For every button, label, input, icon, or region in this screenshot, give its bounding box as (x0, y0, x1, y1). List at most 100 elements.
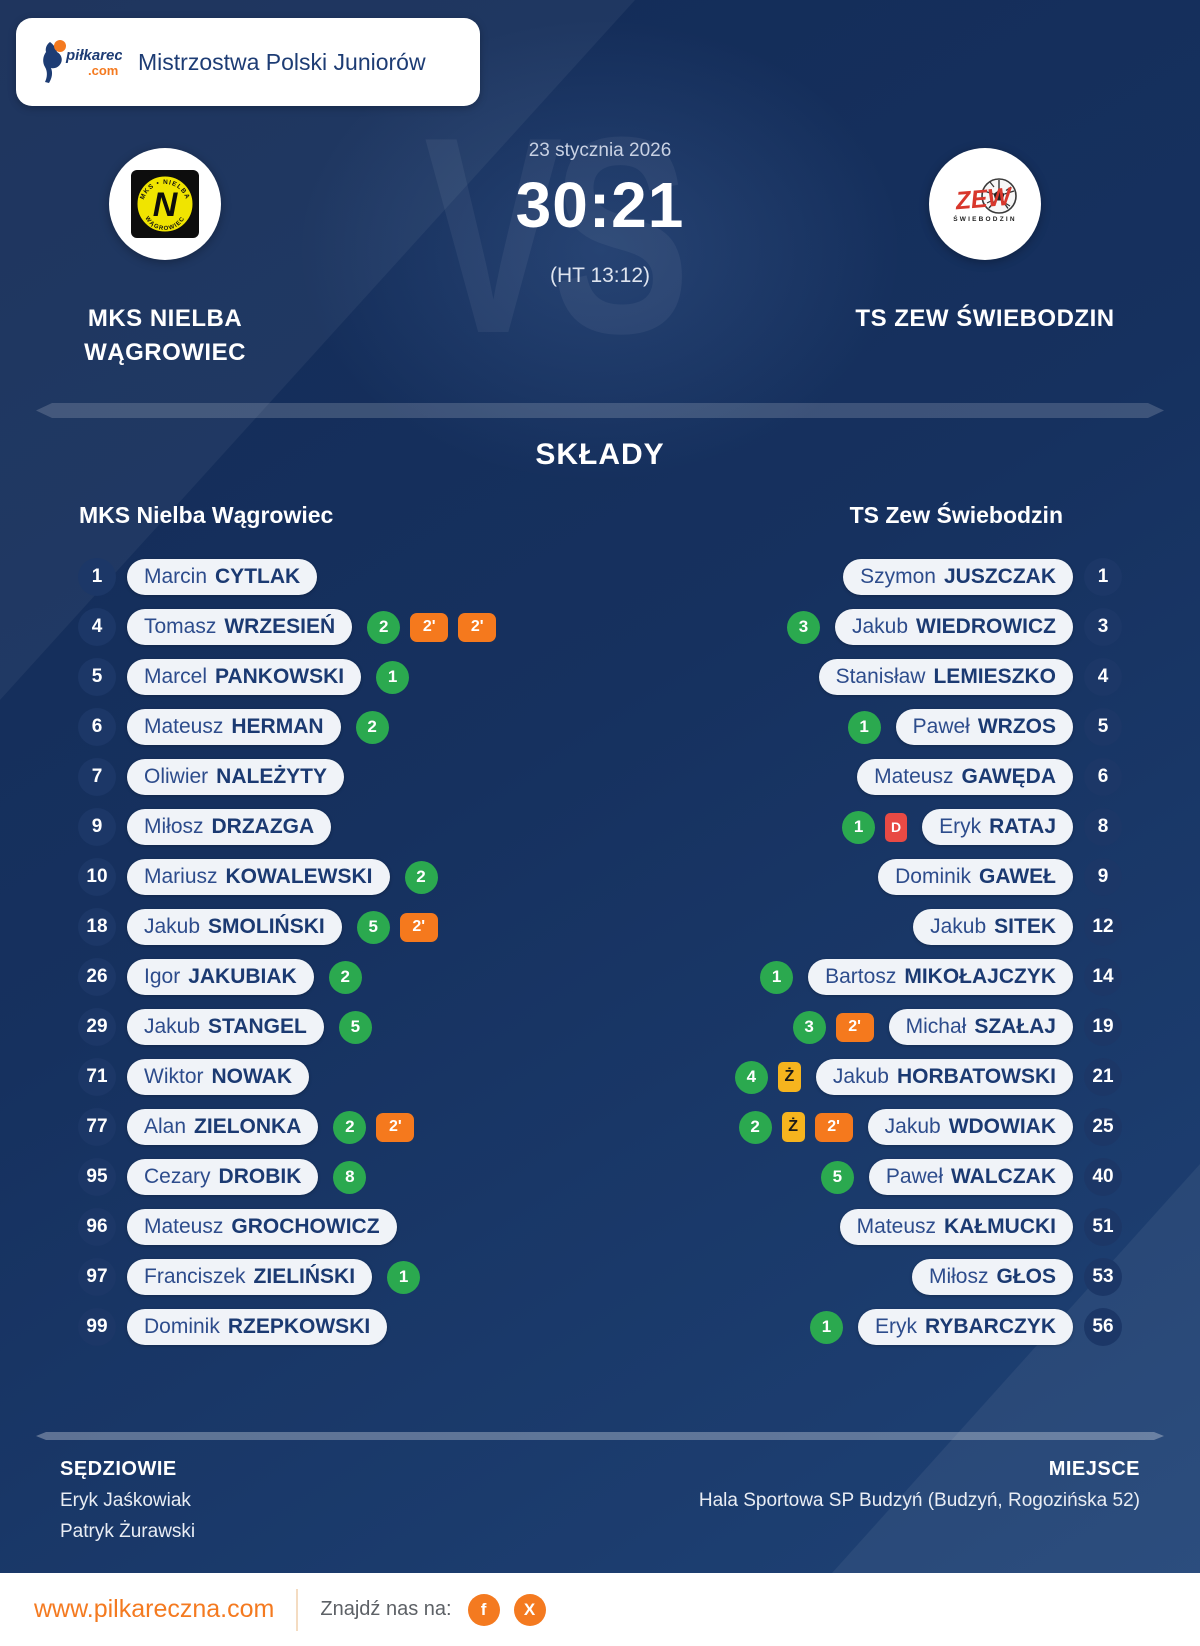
goals-badge: 5 (820, 1160, 854, 1194)
player-number: 96 (78, 1208, 116, 1246)
player-number: 4 (78, 608, 116, 646)
competition-card: piłkareczna .com Mistrzostwa Polski Juni… (16, 18, 480, 106)
player-last-name: PANKOWSKI (215, 665, 345, 688)
player-first-name: Paweł (885, 1165, 944, 1188)
match-date: 23 stycznia 2026 (528, 140, 672, 161)
away-crest-wordmark: ZEW (953, 182, 1014, 215)
player-last-name: WDOWIAK (948, 1115, 1056, 1138)
player-first-name: Franciszek (144, 1265, 246, 1288)
player-row: 96 Mateusz GROCHOWICZ (0, 1202, 600, 1252)
player-first-name: Igor (144, 965, 181, 988)
home-team-name: MKS NIELBA WĄGROWIEC (84, 302, 246, 370)
goals-badge: 8 (333, 1160, 367, 1194)
player-row: 14 Bartosz MIKOŁAJCZYK 1 (600, 952, 1200, 1002)
final-score: 30:21 (515, 169, 685, 241)
player-first-name: Mateusz (144, 715, 224, 738)
logo-wordmark: piłkareczna (65, 47, 122, 64)
player-name-pill: Stanisław LEMIESZKO (818, 659, 1073, 695)
player-first-name: Eryk (939, 815, 982, 838)
player-name-pill: Dominik GAWEŁ (878, 859, 1073, 895)
player-row: 71 Wiktor NOWAK (0, 1052, 600, 1102)
player-name-pill: Franciszek ZIELIŃSKI (127, 1259, 373, 1295)
player-first-name: Tomasz (144, 615, 217, 638)
player-name-pill: Jakub STANGEL (127, 1009, 324, 1045)
player-last-name: SZAŁAJ (974, 1015, 1056, 1038)
x-twitter-icon[interactable]: X (513, 1593, 546, 1626)
player-last-name: DRZAZGA (211, 815, 315, 838)
bottom-divider (36, 1432, 1164, 1440)
goals-badge: 4 (734, 1060, 768, 1094)
find-us-label: Znajdź nas na: (320, 1598, 452, 1620)
player-row: 53 Miłosz GŁOS (600, 1252, 1200, 1302)
player-name-pill: Wiktor NOWAK (127, 1059, 309, 1095)
referees-label: SĘDZIOWIE (60, 1458, 177, 1480)
player-first-name: Oliwier (144, 765, 209, 788)
player-badges: 2 (355, 710, 389, 744)
player-name-pill: Eryk RYBARCZYK (857, 1309, 1073, 1345)
away-team-crest-icon: ZEW ŚWIEBODZIN (953, 178, 1017, 223)
venue-label: MIEJSCE (1048, 1458, 1140, 1480)
officials-section: SĘDZIOWIE Eryk Jaśkowiak Patryk Żurawski… (60, 1458, 1140, 1543)
player-name-pill: Bartosz MIKOŁAJCZYK (808, 959, 1073, 995)
player-number: 7 (78, 758, 116, 796)
facebook-icon[interactable]: f (467, 1593, 500, 1626)
player-row: 26 Igor JAKUBIAK 2 (0, 952, 600, 1002)
player-row: 25 Jakub WDOWIAK 2 Ż 2' (600, 1102, 1200, 1152)
player-last-name: GROCHOWICZ (231, 1215, 380, 1238)
website-link[interactable]: www.pilkareczna.com (34, 1595, 275, 1623)
player-name-pill: Michał SZAŁAJ (888, 1009, 1073, 1045)
player-row: 56 Eryk RYBARCZYK 1 (600, 1302, 1200, 1352)
player-number: 12 (1084, 908, 1122, 946)
goals-badge: 1 (809, 1310, 843, 1344)
player-row: 6 Mateusz GAWĘDA (600, 752, 1200, 802)
player-first-name: Marcin (144, 565, 208, 588)
home-team-logo: MKS • NIELBA WĄGROWIEC N (109, 148, 221, 260)
player-number: 40 (1084, 1158, 1122, 1196)
player-badges: 2 Ż 2' (738, 1110, 853, 1144)
player-first-name: Dominik (895, 865, 971, 888)
yellow-card-badge: Ż (781, 1112, 805, 1142)
player-number: 1 (1084, 558, 1122, 596)
player-number: 56 (1084, 1308, 1122, 1346)
goals-badge: 5 (338, 1010, 372, 1044)
player-number: 4 (1084, 658, 1122, 696)
footer-bar: www.pilkareczna.com Znajdź nas na: f X (0, 1573, 1200, 1646)
player-first-name: Jakub (832, 1065, 889, 1088)
player-number: 3 (1084, 608, 1122, 646)
player-last-name: CYTLAK (215, 565, 301, 588)
goals-badge: 2 (738, 1110, 772, 1144)
goals-badge: 1 (847, 710, 881, 744)
player-badges: 2 (404, 860, 438, 894)
player-name-pill: Paweł WRZOS (895, 709, 1073, 745)
two-minute-suspension-badge: 2' (410, 612, 449, 642)
player-row: 4 Tomasz WRZESIEŃ 2 2' 2' (0, 602, 600, 652)
player-name-pill: Jakub SITEK (913, 909, 1073, 945)
home-team-crest-icon: MKS • NIELBA WĄGROWIEC N (131, 170, 199, 238)
player-row: 40 Paweł WALCZAK 5 (600, 1152, 1200, 1202)
player-row: 51 Mateusz KAŁMUCKI (600, 1202, 1200, 1252)
player-name-pill: Alan ZIELONKA (127, 1109, 319, 1145)
player-number: 9 (1084, 858, 1122, 896)
player-last-name: WRZESIEŃ (224, 615, 336, 638)
player-name-pill: Mateusz GROCHOWICZ (127, 1209, 397, 1245)
player-name-pill: Marcin CYTLAK (127, 559, 318, 595)
goals-badge: 2 (355, 710, 389, 744)
player-number: 97 (78, 1258, 116, 1296)
player-last-name: SITEK (994, 915, 1056, 938)
player-badges: 1 (387, 1260, 421, 1294)
away-team-logo: ZEW ŚWIEBODZIN (929, 148, 1041, 260)
player-row: 5 Marcel PANKOWSKI 1 (0, 652, 600, 702)
player-name-pill: Paweł WALCZAK (868, 1159, 1073, 1195)
player-last-name: WIEDROWICZ (916, 615, 1056, 638)
player-number: 5 (1084, 708, 1122, 746)
player-last-name: KAŁMUCKI (944, 1215, 1056, 1238)
player-name-pill: Mateusz GAWĘDA (857, 759, 1073, 795)
goals-badge: 2 (333, 1110, 367, 1144)
home-team-block: MKS • NIELBA WĄGROWIEC N MKS NIELBA WĄGR… (0, 148, 330, 370)
away-crest-sub-text: ŚWIEBODZIN (953, 214, 1017, 223)
player-row: 18 Jakub SMOLIŃSKI 5 2' (0, 902, 600, 952)
